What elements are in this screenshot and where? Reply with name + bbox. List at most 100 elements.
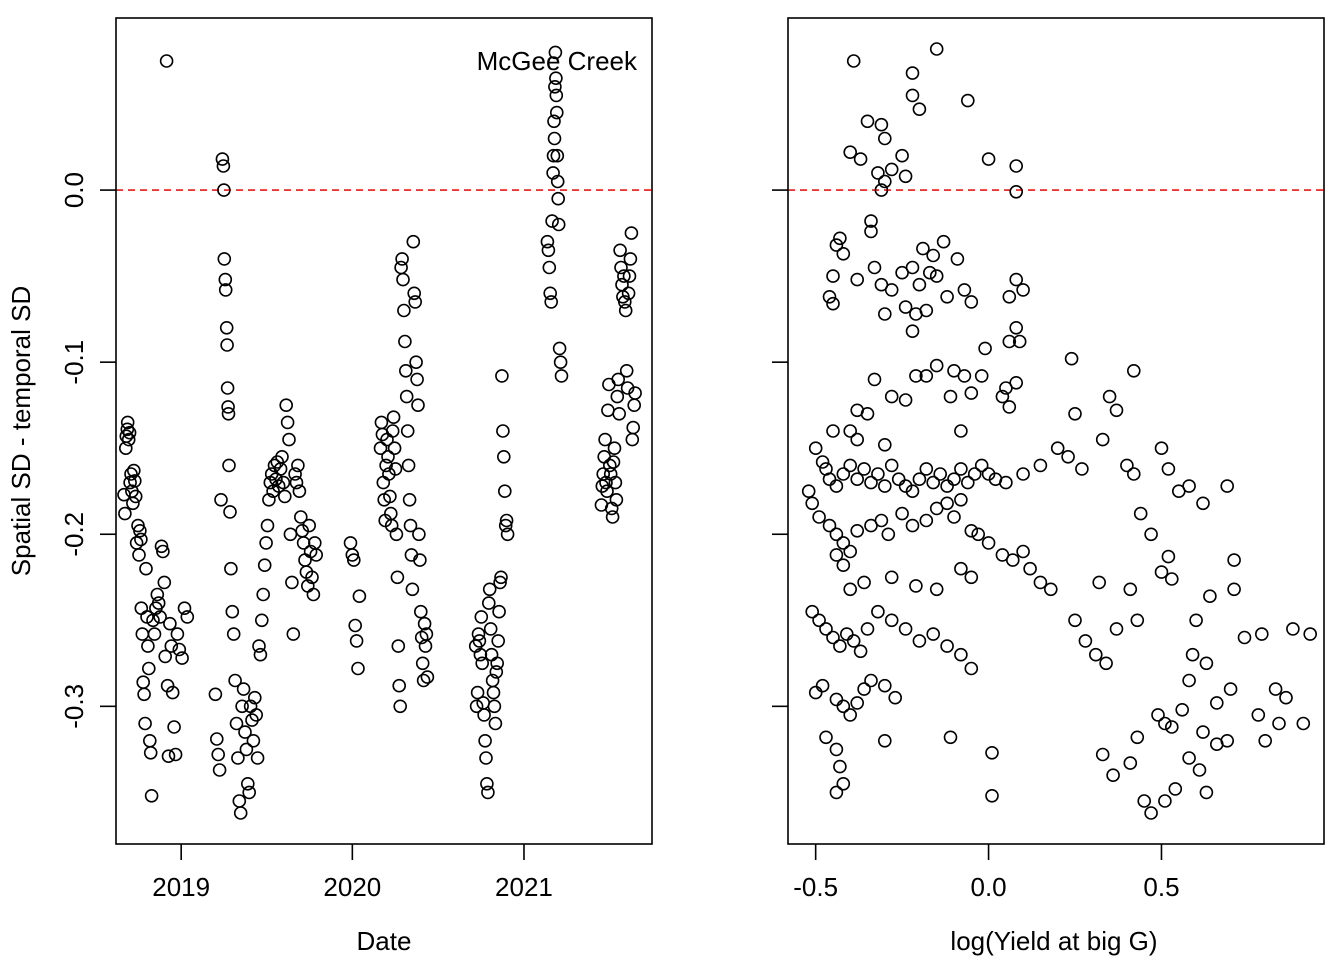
yield-point	[964, 570, 979, 585]
yield-point	[833, 231, 847, 246]
yield-point	[1237, 630, 1252, 645]
yield-point	[1272, 716, 1286, 731]
yield-point	[1127, 363, 1141, 378]
yield-point	[1210, 696, 1224, 710]
date-point	[416, 673, 431, 688]
yield-point	[957, 369, 972, 383]
yield-point	[850, 696, 865, 710]
yield-point	[1279, 690, 1293, 705]
yield-point	[940, 289, 954, 304]
date-point	[595, 479, 610, 493]
yield-point	[877, 307, 892, 321]
date-point	[165, 685, 180, 700]
yield-point	[919, 462, 934, 476]
date-point	[614, 260, 628, 275]
yield-point	[1050, 441, 1065, 456]
date-point	[221, 406, 236, 421]
date-point	[250, 751, 265, 765]
x-tick-label: 2021	[495, 872, 553, 902]
date-point	[549, 105, 564, 120]
yield-point	[929, 269, 944, 283]
yield-point	[867, 260, 882, 275]
date-point	[120, 422, 135, 437]
date-point	[392, 678, 407, 693]
yield-point	[1255, 627, 1269, 641]
date-point	[238, 725, 252, 739]
date-point	[136, 675, 150, 690]
date-point	[254, 613, 269, 628]
yield-point	[1012, 334, 1027, 349]
date-point	[212, 763, 227, 777]
yield-point	[1002, 334, 1017, 349]
yield-point	[985, 788, 999, 803]
left-y-ticks: -0.3 -0.2 -0.1 0.0	[59, 172, 116, 729]
date-point	[627, 398, 642, 413]
date-point	[128, 489, 143, 504]
date-point	[551, 191, 566, 206]
date-point	[306, 587, 321, 602]
date-point	[553, 355, 568, 370]
yield-point	[954, 647, 968, 662]
yield-point	[981, 536, 996, 550]
date-point	[398, 334, 412, 349]
date-point	[472, 634, 487, 648]
yield-point	[964, 295, 979, 309]
date-point	[379, 458, 393, 473]
date-point	[497, 484, 512, 499]
yield-point	[960, 475, 975, 490]
yield-point	[898, 393, 913, 407]
date-point	[218, 272, 233, 287]
yield-point	[801, 484, 816, 499]
yield-point	[829, 785, 844, 800]
yield-point	[1002, 400, 1017, 414]
left-points	[117, 45, 642, 820]
date-point	[121, 432, 136, 447]
date-point	[151, 596, 166, 610]
right-points	[801, 42, 1317, 820]
yield-point	[857, 575, 871, 590]
yield-point	[874, 117, 889, 132]
yield-point	[888, 690, 903, 705]
yield-point	[1158, 716, 1172, 731]
yield-point	[1064, 351, 1079, 366]
date-point	[550, 148, 565, 163]
date-point	[282, 432, 296, 447]
yield-point	[871, 467, 885, 481]
date-point	[141, 639, 155, 653]
date-point	[133, 523, 147, 538]
yield-point	[836, 467, 851, 481]
date-point	[626, 420, 641, 435]
date-point	[415, 656, 430, 671]
yield-point	[850, 523, 865, 538]
date-point	[280, 415, 295, 430]
yield-point	[805, 604, 820, 619]
yield-point	[850, 272, 865, 287]
date-point	[302, 518, 317, 533]
yield-point	[1120, 458, 1134, 473]
yield-point	[895, 506, 909, 521]
yield-point	[1144, 527, 1158, 542]
date-point	[399, 389, 414, 404]
date-point	[220, 338, 234, 352]
yield-point	[919, 513, 934, 528]
date-point	[135, 627, 150, 641]
yield-point	[1220, 733, 1234, 748]
date-point	[293, 510, 308, 524]
date-point	[388, 462, 403, 476]
yield-point	[947, 472, 961, 487]
date-point	[494, 570, 508, 585]
yield-point	[922, 265, 937, 280]
yield-point	[836, 247, 851, 261]
yield-point	[1161, 549, 1176, 564]
date-point	[405, 582, 420, 597]
date-point	[349, 634, 364, 648]
date-point	[260, 518, 275, 533]
date-point	[142, 661, 156, 676]
date-point	[607, 441, 622, 456]
date-point	[488, 716, 503, 731]
x-tick-label: 2020	[323, 872, 381, 902]
date-point	[470, 685, 485, 700]
yield-point	[1095, 747, 1110, 762]
yield-point	[926, 627, 941, 641]
left-panel: McGee Creek -0.3 -0.2 -0.1 0.0 2019 2020 2021…	[6, 17, 653, 956]
